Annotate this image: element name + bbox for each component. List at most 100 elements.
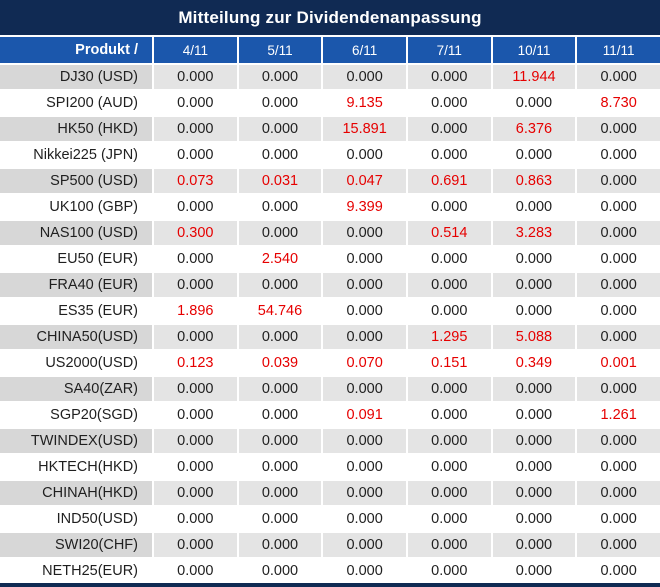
value-cell: 0.000 — [575, 167, 660, 193]
value-cell: 0.000 — [152, 557, 237, 583]
table-row: TWINDEX(USD) 0.000 0.000 0.000 0.000 0.000 0.0… — [0, 427, 660, 453]
table-row: SP500 (USD) 0.073 0.031 0.047 0.691 0.863 0.00… — [0, 167, 660, 193]
value-cell: 54.746 — [236, 297, 322, 323]
value-cell: 0.000 — [321, 141, 406, 167]
table-row: NETH25(EUR) 0.000 0.000 0.000 0.000 0.000 0.00… — [0, 557, 660, 583]
value-cell: 0.001 — [575, 349, 660, 375]
product-cell: Nikkei225 (JPN) — [0, 141, 152, 167]
bottom-border — [0, 583, 660, 587]
value-cell: 0.000 — [236, 219, 322, 245]
value-cell: 1.261 — [575, 401, 660, 427]
value-cell: 0.000 — [236, 193, 322, 219]
value-cell: 0.070 — [321, 349, 406, 375]
value-cell: 0.000 — [490, 193, 576, 219]
value-cell: 11.944 — [490, 63, 576, 89]
value-cell: 0.000 — [152, 271, 237, 297]
value-cell: 0.000 — [575, 245, 660, 271]
value-cell: 0.000 — [152, 453, 237, 479]
table-header-row: Produkt / 4/11 5/11 6/11 7/11 10/11 11/11 — [0, 37, 660, 63]
value-cell: 0.000 — [236, 505, 322, 531]
value-cell: 0.000 — [575, 479, 660, 505]
product-cell: FRA40 (EUR) — [0, 271, 152, 297]
value-cell: 0.000 — [236, 89, 322, 115]
value-cell: 0.000 — [321, 427, 406, 453]
value-cell: 6.376 — [490, 115, 576, 141]
value-cell: 0.000 — [490, 401, 576, 427]
value-cell: 0.691 — [405, 167, 491, 193]
value-cell: 0.000 — [152, 89, 237, 115]
value-cell: 0.000 — [321, 219, 406, 245]
value-cell: 0.000 — [152, 401, 237, 427]
value-cell: 0.000 — [490, 557, 576, 583]
product-cell: CHINAH(HKD) — [0, 479, 152, 505]
value-cell: 9.399 — [321, 193, 406, 219]
product-cell: ES35 (EUR) — [0, 297, 152, 323]
product-cell: TWINDEX(USD) — [0, 427, 152, 453]
value-cell: 0.000 — [152, 427, 237, 453]
date-column-header: 4/11 — [152, 37, 237, 63]
table-row: CHINA50(USD) 0.000 0.000 0.000 1.295 5.088 0.0… — [0, 323, 660, 349]
value-cell: 0.000 — [236, 115, 322, 141]
value-cell: 0.300 — [152, 219, 237, 245]
value-cell: 0.000 — [152, 505, 237, 531]
table-row: Nikkei225 (JPN) 0.000 0.000 0.000 0.000 0.000… — [0, 141, 660, 167]
value-cell: 0.000 — [575, 531, 660, 557]
table-body: DJ30 (USD) 0.000 0.000 0.000 0.000 11.944 0.00… — [0, 63, 660, 583]
table-row: NAS100 (USD) 0.300 0.000 0.000 0.514 3.283 0.0… — [0, 219, 660, 245]
table-row: CHINAH(HKD) 0.000 0.000 0.000 0.000 0.000 0.00… — [0, 479, 660, 505]
value-cell: 0.000 — [405, 245, 491, 271]
value-cell: 2.540 — [236, 245, 322, 271]
value-cell: 3.283 — [490, 219, 576, 245]
value-cell: 0.000 — [321, 245, 406, 271]
value-cell: 0.000 — [236, 271, 322, 297]
value-cell: 0.000 — [405, 297, 491, 323]
value-cell: 0.000 — [321, 375, 406, 401]
product-cell: SPI200 (AUD) — [0, 89, 152, 115]
date-column-header: 6/11 — [321, 37, 406, 63]
value-cell: 0.000 — [321, 271, 406, 297]
table-row: FRA40 (EUR) 0.000 0.000 0.000 0.000 0.000 0.00… — [0, 271, 660, 297]
value-cell: 0.047 — [321, 167, 406, 193]
value-cell: 0.000 — [405, 505, 491, 531]
table-row: SPI200 (AUD) 0.000 0.000 9.135 0.000 0.000 8.7… — [0, 89, 660, 115]
value-cell: 0.000 — [321, 297, 406, 323]
product-cell: EU50 (EUR) — [0, 245, 152, 271]
value-cell: 0.000 — [236, 427, 322, 453]
value-cell: 0.000 — [321, 479, 406, 505]
value-cell: 0.000 — [575, 557, 660, 583]
value-cell: 0.039 — [236, 349, 322, 375]
value-cell: 0.000 — [490, 531, 576, 557]
value-cell: 1.896 — [152, 297, 237, 323]
value-cell: 0.000 — [152, 141, 237, 167]
value-cell: 0.000 — [490, 297, 576, 323]
value-cell: 0.000 — [236, 453, 322, 479]
value-cell: 0.863 — [490, 167, 576, 193]
product-cell: HKTECH(HKD) — [0, 453, 152, 479]
product-cell: SP500 (USD) — [0, 167, 152, 193]
product-cell: NAS100 (USD) — [0, 219, 152, 245]
value-cell: 0.000 — [152, 479, 237, 505]
value-cell: 0.349 — [490, 349, 576, 375]
page-title: Mitteilung zur Dividendenanpassung — [0, 0, 660, 37]
table-row: US2000(USD) 0.123 0.039 0.070 0.151 0.349 0.00… — [0, 349, 660, 375]
value-cell: 0.151 — [405, 349, 491, 375]
product-cell: IND50(USD) — [0, 505, 152, 531]
value-cell: 0.000 — [236, 141, 322, 167]
value-cell: 0.000 — [236, 557, 322, 583]
value-cell: 9.135 — [321, 89, 406, 115]
product-cell: US2000(USD) — [0, 349, 152, 375]
value-cell: 0.000 — [490, 505, 576, 531]
value-cell: 0.000 — [575, 323, 660, 349]
value-cell: 0.000 — [152, 531, 237, 557]
value-cell: 0.000 — [321, 531, 406, 557]
value-cell: 0.000 — [152, 115, 237, 141]
product-cell: SWI20(CHF) — [0, 531, 152, 557]
value-cell: 0.000 — [575, 375, 660, 401]
value-cell: 0.000 — [405, 63, 491, 89]
product-cell: NETH25(EUR) — [0, 557, 152, 583]
value-cell: 0.073 — [152, 167, 237, 193]
value-cell: 0.000 — [236, 531, 322, 557]
value-cell: 0.123 — [152, 349, 237, 375]
product-cell: SA40(ZAR) — [0, 375, 152, 401]
